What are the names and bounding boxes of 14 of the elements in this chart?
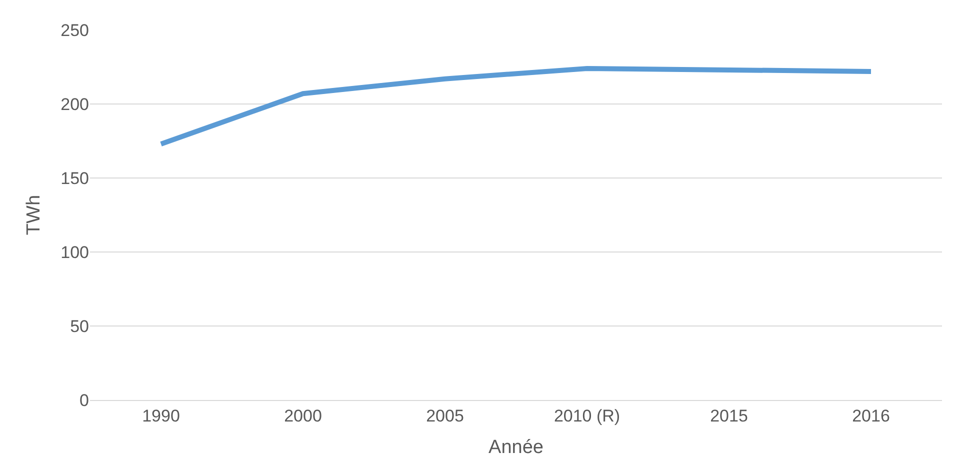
x-tick-label: 2015 xyxy=(710,406,748,426)
x-tick-label: 2010 (R) xyxy=(554,406,620,426)
y-axis-title: TWh xyxy=(23,194,44,236)
x-tick-label: 2000 xyxy=(284,406,322,426)
y-tick-label: 250 xyxy=(60,20,89,40)
x-axis-title: Année xyxy=(488,437,544,458)
y-tick-label: 50 xyxy=(70,316,89,336)
y-tick-label: 0 xyxy=(80,390,89,410)
x-tick-label: 2005 xyxy=(426,406,464,426)
y-tick-label: 100 xyxy=(60,242,89,262)
x-tick-label: 1990 xyxy=(142,406,180,426)
y-tick-label: 150 xyxy=(60,168,89,188)
y-tick-label: 200 xyxy=(60,94,89,114)
x-tick-label: 2016 xyxy=(852,406,890,426)
